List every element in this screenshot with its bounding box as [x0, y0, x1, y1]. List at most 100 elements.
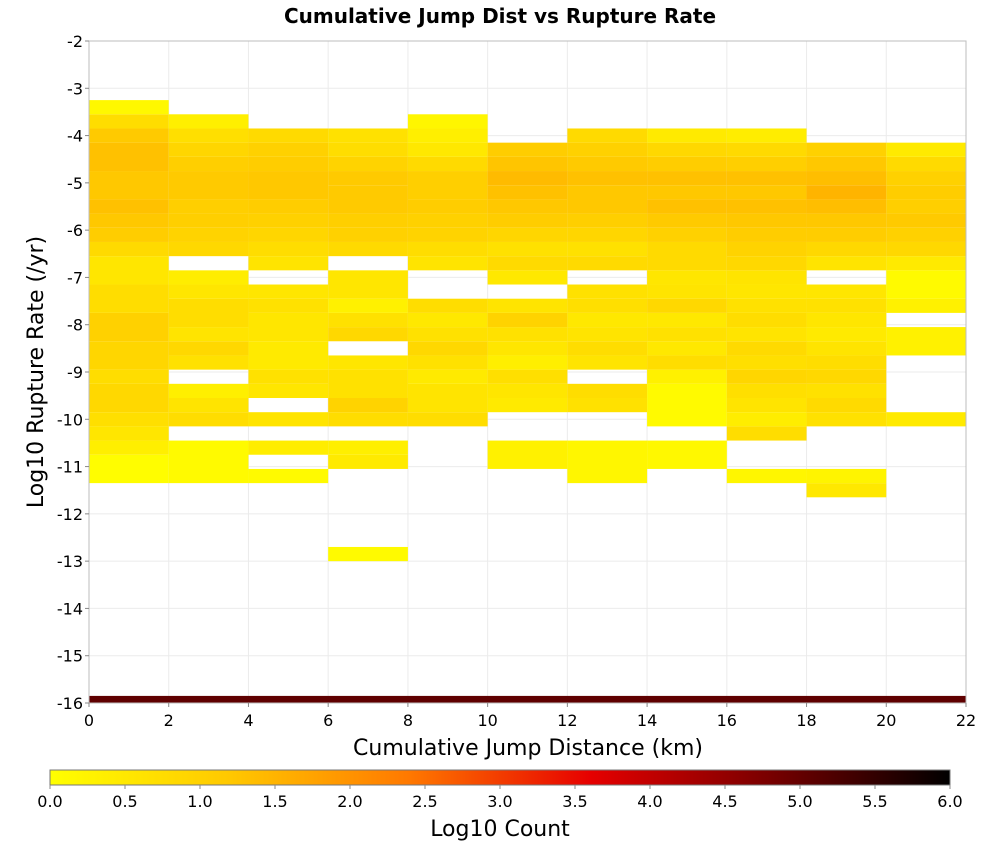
colorbar-tick-label: 0.0 [37, 792, 62, 811]
heatmap-cell [647, 171, 727, 186]
heatmap-cell [647, 355, 727, 370]
heatmap-cell [567, 284, 648, 299]
heatmap-cell [886, 227, 966, 242]
heatmap-cell [328, 327, 408, 342]
y-tick-label: -14 [57, 599, 83, 618]
colorbar-tick-label: 0.5 [112, 792, 137, 811]
heatmap-cell [407, 312, 488, 328]
heatmap-cell [806, 412, 887, 427]
heatmap-cell [726, 284, 807, 299]
colorbar [49, 769, 951, 786]
y-tick-label: -11 [57, 458, 83, 477]
heatmap-cell [407, 128, 488, 143]
heatmap-cell [168, 355, 249, 370]
heatmap-cell [567, 185, 648, 214]
heatmap-cell [647, 383, 727, 427]
heatmap-cell [328, 156, 408, 172]
heatmap-cell [806, 227, 887, 242]
y-tick-label: -9 [67, 363, 83, 382]
heatmap-cell [886, 156, 966, 172]
heatmap-cell [487, 298, 568, 313]
heatmap-cell [487, 341, 568, 356]
colorbar-tick-label: 6.0 [937, 792, 962, 811]
heatmap-cell [89, 440, 169, 455]
heatmap-cell [726, 156, 807, 172]
heatmap-cell [248, 468, 329, 484]
heatmap-cell [726, 128, 807, 143]
heatmap-cell [886, 270, 966, 299]
colorbar-tick-label: 2.5 [412, 792, 437, 811]
heatmap-cell [487, 440, 568, 469]
heatmap-cell [168, 383, 249, 399]
heatmap-cell [806, 213, 887, 228]
heatmap-cell [806, 142, 887, 157]
heatmap-cell [726, 398, 807, 413]
heatmap-cell [647, 327, 727, 342]
heatmap-cell [407, 213, 488, 228]
heatmap-cell [248, 213, 329, 228]
heatmap-cell [89, 128, 169, 143]
heatmap-cell [248, 199, 329, 214]
heatmap-cell [248, 412, 329, 427]
heatmap-cell [407, 171, 488, 200]
heatmap-cell [168, 199, 249, 214]
heatmap-cell [567, 327, 648, 342]
x-axis-ticks: 0 2 4 6 8 10 12 14 16 18 20 22 [84, 703, 976, 730]
colorbar-tick-label: 2.0 [337, 792, 362, 811]
heatmap-cell [248, 156, 329, 172]
heatmap-cell [806, 156, 887, 172]
heatmap-cell [806, 327, 887, 342]
x-tick-label: 16 [717, 711, 737, 730]
heatmap-cell [248, 312, 329, 342]
x-tick-label: 10 [477, 711, 497, 730]
heatmap-cell [726, 213, 807, 228]
heatmap-cell [806, 468, 887, 484]
heatmap-cell [168, 114, 249, 129]
heatmap-cell [567, 241, 648, 257]
heatmap-cell [89, 412, 169, 427]
heatmap-cell [328, 128, 408, 143]
heatmap-cell [89, 284, 169, 313]
heatmap-cell [248, 298, 329, 313]
heatmap-cell [168, 284, 249, 299]
heatmap-cell [726, 412, 807, 427]
colorbar-tick-label: 3.0 [487, 792, 512, 811]
x-tick-label: 22 [956, 711, 976, 730]
heatmap-cell [407, 142, 488, 157]
y-tick-label: -6 [67, 221, 83, 240]
heatmap-cell [647, 440, 727, 469]
heatmap-cell [89, 227, 169, 242]
heatmap-cell [168, 327, 249, 342]
heatmap-cell [248, 440, 329, 455]
heatmap-cell [647, 241, 727, 271]
heatmap-cell [726, 241, 807, 257]
heatmap-cell [567, 355, 648, 370]
heatmap-cell [328, 185, 408, 214]
heatmap-cell [487, 241, 568, 257]
heatmap-cell [647, 298, 727, 313]
heatmap-cell [647, 213, 727, 228]
heatmap-cell [806, 383, 887, 399]
heatmap-cell [647, 284, 727, 299]
heatmap-cell [407, 412, 488, 427]
heatmap-cell [89, 256, 169, 285]
heatmap-cell [407, 298, 488, 313]
heatmap-cell [168, 171, 249, 200]
heatmap-cell [806, 256, 887, 271]
heatmap-cell [886, 298, 966, 313]
y-tick-label: -16 [57, 694, 83, 713]
heatmap-cell [168, 227, 249, 242]
heatmap-cell [487, 199, 568, 214]
heatmap-cell [726, 468, 807, 484]
heatmap-cell [487, 369, 568, 384]
heatmap-cells [89, 100, 966, 703]
heatmap-cell [407, 114, 488, 129]
heatmap-cell [726, 327, 807, 342]
heatmap-cell [407, 383, 488, 413]
heatmap-cell [248, 241, 329, 257]
heatmap-cell [487, 142, 568, 157]
heatmap-cell [886, 241, 966, 257]
heatmap-cell [567, 142, 648, 157]
heatmap-cell [328, 454, 408, 469]
heatmap-cell [328, 440, 408, 455]
